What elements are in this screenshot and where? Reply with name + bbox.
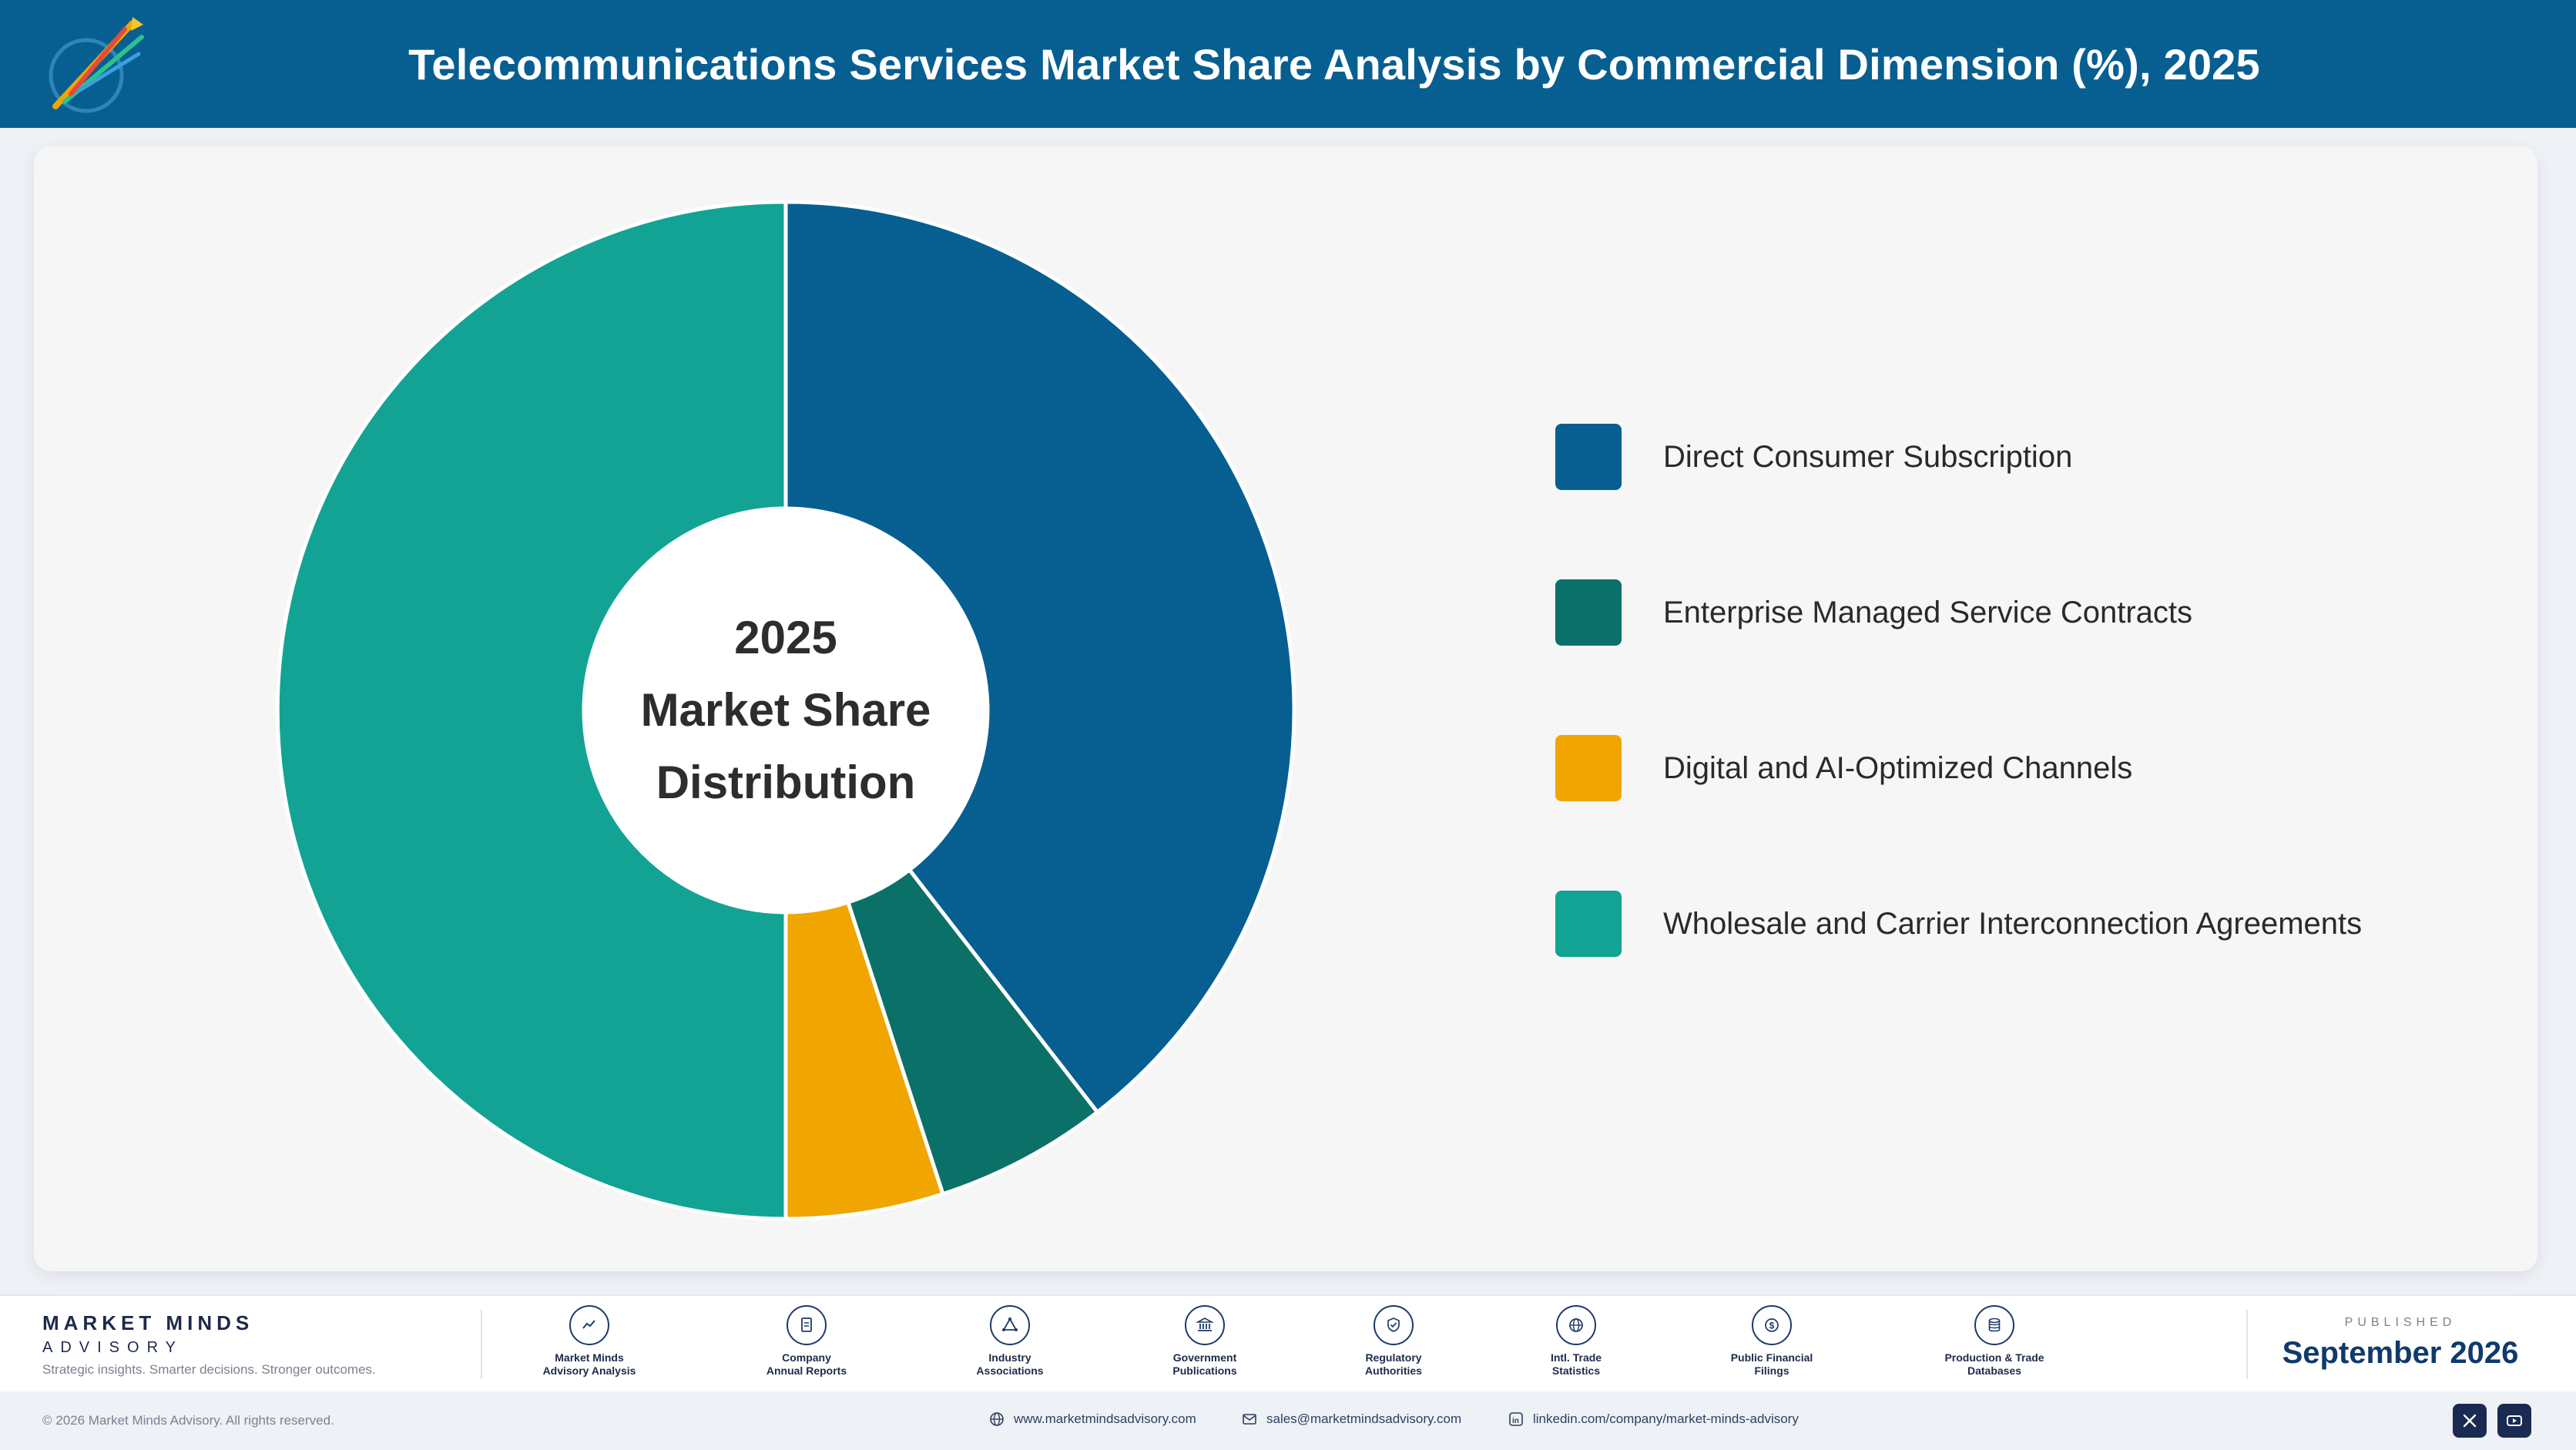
source-label-line: Intl. Trade: [1550, 1351, 1602, 1364]
globe-icon: [1556, 1305, 1596, 1345]
legend-label: Wholesale and Carrier Interconnection Ag…: [1663, 906, 2363, 941]
database-icon: [1974, 1305, 2014, 1345]
legend-swatch: [1555, 735, 1622, 801]
source-label: Production & Trade Databases: [1914, 1351, 2075, 1378]
x-icon[interactable]: [2453, 1404, 2487, 1438]
bottom-bar: © 2026 Market Minds Advisory. All rights…: [0, 1391, 2576, 1450]
dollar-coin-icon: $: [1752, 1305, 1792, 1345]
legend-swatch: [1555, 424, 1622, 490]
legend-item[interactable]: Direct Consumer Subscription: [1555, 424, 2362, 490]
legend-label: Direct Consumer Subscription: [1663, 439, 2073, 474]
divider: [481, 1310, 482, 1379]
brand-name: MARKET MINDS: [42, 1311, 254, 1334]
donut-center: [584, 509, 988, 912]
source-label: Company Annual Reports: [726, 1351, 887, 1378]
government-building-icon: [1185, 1305, 1225, 1345]
published-date: September 2026: [2282, 1336, 2519, 1370]
source-item[interactable]: Market Minds Advisory Analysis: [508, 1305, 670, 1378]
legend-swatch: [1555, 579, 1622, 646]
source-label-line: Public Financial: [1730, 1351, 1813, 1364]
copyright: © 2026 Market Minds Advisory. All rights…: [42, 1413, 334, 1428]
source-label-line: Publications: [1172, 1364, 1237, 1377]
source-label: Government Publications: [1124, 1351, 1286, 1378]
network-triangle-icon: [990, 1305, 1030, 1345]
email-text: sales@marketmindsadvisory.com: [1266, 1411, 1462, 1426]
header-bar: Telecommunications Services Market Share…: [0, 0, 2576, 128]
source-label-line: Regulatory: [1365, 1351, 1422, 1364]
source-item[interactable]: Production & Trade Databases: [1914, 1305, 2075, 1378]
shield-check-icon: [1374, 1305, 1414, 1345]
published-label: PUBLISHED: [2344, 1316, 2457, 1329]
legend-label: Digital and AI-Optimized Channels: [1663, 750, 2133, 785]
source-item[interactable]: Government Publications: [1124, 1305, 1286, 1378]
source-label-line: Authorities: [1365, 1364, 1422, 1377]
document-icon: [787, 1305, 827, 1345]
source-label-line: Production & Trade: [1944, 1351, 2044, 1364]
legend-item[interactable]: Wholesale and Carrier Interconnection Ag…: [1555, 891, 2362, 957]
legend-swatch: [1555, 891, 1622, 957]
source-label: Public Financial Filings: [1691, 1351, 1853, 1378]
source-label-line: Government: [1172, 1351, 1237, 1364]
source-item[interactable]: Company Annual Reports: [726, 1305, 887, 1378]
page-title: Telecommunications Services Market Share…: [408, 39, 2260, 89]
source-label-line: Databases: [1967, 1364, 2022, 1377]
linkedin-icon: in: [1509, 1412, 1523, 1426]
source-label-line: Associations: [976, 1364, 1044, 1377]
chart-card: 2025 Market Share Distribution Direct Cons…: [34, 146, 2537, 1271]
email-link[interactable]: sales@marketmindsadvisory.com: [1242, 1411, 1461, 1427]
center-label-line: Distribution: [656, 757, 916, 808]
globe-icon: [990, 1412, 1004, 1426]
market-minds-rocket-logo-icon: [49, 17, 144, 113]
source-label-line: Annual Reports: [766, 1364, 847, 1377]
source-label-line: Industry: [988, 1351, 1031, 1364]
source-item[interactable]: $ Public Financial Filings: [1691, 1305, 1853, 1378]
linkedin-text: linkedin.com/company/market-minds-adviso…: [1533, 1411, 1799, 1426]
legend-label: Enterprise Managed Service Contracts: [1663, 595, 2192, 629]
website-text: www.marketmindsadvisory.com: [1014, 1411, 1196, 1426]
youtube-icon[interactable]: [2497, 1404, 2531, 1438]
source-label-line: Advisory Analysis: [542, 1364, 636, 1377]
brand-tagline: Strategic insights. Smarter decisions. S…: [42, 1362, 376, 1377]
linkedin-link[interactable]: in linkedin.com/company/market-minds-adv…: [1508, 1411, 1799, 1427]
source-label-line: Filings: [1754, 1364, 1789, 1377]
source-item[interactable]: Regulatory Authorities: [1313, 1305, 1474, 1378]
source-label-line: Company: [782, 1351, 831, 1364]
svg-text:in: in: [1512, 1417, 1519, 1425]
legend-item[interactable]: Enterprise Managed Service Contracts: [1555, 579, 2362, 646]
source-label-line: Statistics: [1551, 1364, 1601, 1377]
source-label: Intl. Trade Statistics: [1495, 1351, 1657, 1378]
source-item[interactable]: Intl. Trade Statistics: [1495, 1305, 1657, 1378]
source-item[interactable]: Industry Associations: [929, 1305, 1091, 1378]
source-label: Industry Associations: [929, 1351, 1091, 1378]
brand-sub: ADVISORY: [42, 1339, 183, 1356]
donut-chart: 2025 Market Share Distribution: [275, 200, 1296, 1221]
mail-icon: [1243, 1414, 1256, 1425]
chart-legend: Direct Consumer Subscription Enterprise M…: [1555, 424, 2362, 1046]
svg-text:$: $: [1769, 1321, 1775, 1331]
source-label: Market Minds Advisory Analysis: [508, 1351, 670, 1378]
source-label: Regulatory Authorities: [1313, 1351, 1474, 1378]
legend-item[interactable]: Digital and AI-Optimized Channels: [1555, 735, 2362, 801]
center-label-line: 2025: [734, 612, 837, 663]
footer: MARKET MINDS ADVISORY Strategic insights…: [0, 1294, 2576, 1391]
trend-line-icon: [569, 1305, 609, 1345]
divider: [2246, 1310, 2248, 1379]
center-label-line: Market Share: [641, 684, 931, 736]
website-link[interactable]: www.marketmindsadvisory.com: [989, 1411, 1196, 1427]
source-label-line: Market Minds: [555, 1351, 624, 1364]
